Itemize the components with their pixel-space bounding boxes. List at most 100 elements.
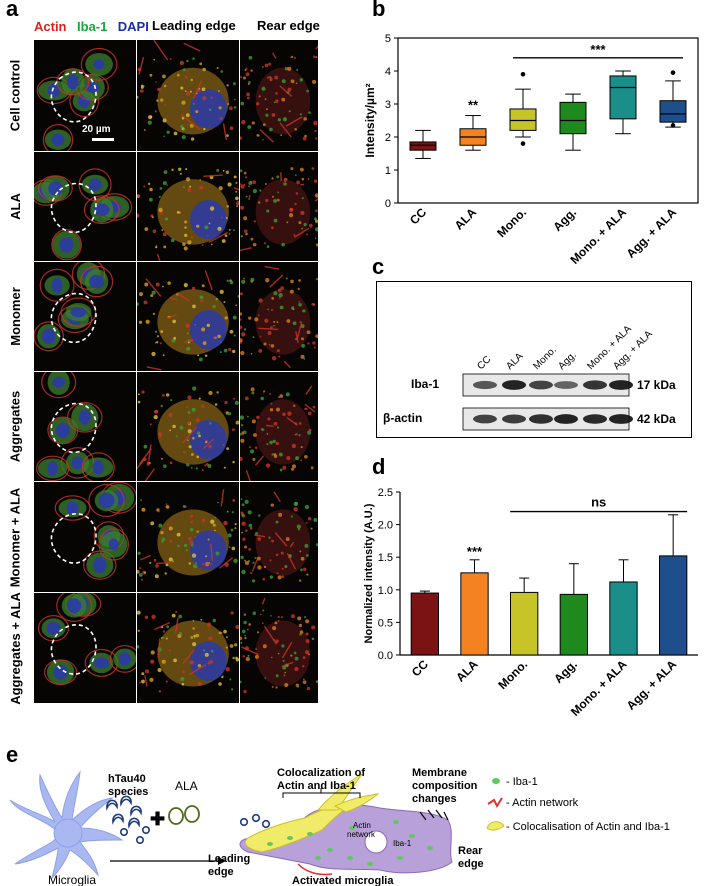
speckle <box>154 574 159 579</box>
speckle <box>258 95 261 98</box>
speckle <box>183 246 188 251</box>
speckle <box>160 531 164 535</box>
speckle <box>263 242 267 245</box>
micrograph-rear-edge <box>240 372 318 481</box>
speckle <box>302 656 306 660</box>
cell-outline-dashed <box>50 182 97 234</box>
panel-e-label: e <box>6 742 19 767</box>
speckle <box>160 540 164 543</box>
speckle <box>140 499 142 502</box>
rear-edge-line1: Rear <box>458 845 483 857</box>
speckle <box>308 223 313 228</box>
speckle <box>144 282 149 287</box>
speckle <box>195 418 200 423</box>
actin-outline <box>83 195 120 225</box>
speckle <box>201 469 204 472</box>
speckle <box>264 677 267 679</box>
nucleus <box>190 309 227 350</box>
row-label: Aggregates <box>7 390 23 463</box>
y-tick-label: 1.0 <box>378 585 393 597</box>
actin-outline <box>41 372 77 399</box>
speckle <box>258 298 263 303</box>
speckle <box>301 343 306 348</box>
speckle <box>154 110 157 113</box>
speckle <box>257 314 260 317</box>
blot-band <box>502 380 526 390</box>
speckle <box>255 648 258 651</box>
speckle <box>277 288 282 293</box>
speckle <box>307 177 310 180</box>
membrane-label-line2: composition <box>412 780 478 792</box>
actin-filament <box>296 321 303 341</box>
speckle <box>158 207 163 213</box>
actin-filament <box>305 385 313 395</box>
speckle <box>261 65 264 68</box>
actin-filament <box>154 621 171 631</box>
speckle <box>161 659 166 664</box>
speckle <box>180 676 185 682</box>
ala-label: ALA <box>175 779 198 793</box>
speckle <box>250 237 254 241</box>
speckle <box>190 520 193 524</box>
speckle <box>137 569 140 574</box>
nucleus <box>67 74 79 90</box>
speckle <box>275 92 278 95</box>
speckle <box>151 216 154 219</box>
actin-outline <box>88 483 125 518</box>
speckle <box>191 407 196 412</box>
speckle <box>165 505 170 509</box>
speckle <box>276 321 279 324</box>
speckle <box>154 330 158 333</box>
speckle <box>195 467 198 470</box>
speckle <box>204 652 209 657</box>
speckle <box>315 56 318 59</box>
speckle <box>292 321 297 326</box>
speckle <box>168 526 173 531</box>
speckle <box>171 338 176 343</box>
speckle <box>237 294 239 298</box>
speckle <box>166 184 168 186</box>
actin-filament <box>261 597 266 605</box>
speckle <box>276 572 279 575</box>
actin-filament <box>233 187 239 191</box>
actin-outline <box>98 528 129 561</box>
speckle <box>285 392 290 397</box>
speckle <box>275 674 279 678</box>
nucleus <box>52 376 66 388</box>
x-tick-label: ALA <box>452 205 480 233</box>
legend-coloc: - Colocalisation of Actin and Iba-1 <box>506 821 670 833</box>
nucleus <box>70 307 87 318</box>
speckle <box>181 100 186 105</box>
speckle <box>192 436 195 440</box>
speckle <box>164 217 169 221</box>
speckle <box>279 468 283 472</box>
speckle <box>160 404 163 408</box>
speckle <box>240 312 243 316</box>
tau-monomer <box>251 813 261 823</box>
speckle <box>275 553 279 557</box>
speckle <box>223 629 227 634</box>
speckle <box>277 619 280 622</box>
speckle <box>293 651 297 655</box>
speckle <box>295 433 298 436</box>
speckle <box>294 666 299 672</box>
speckle <box>210 519 215 524</box>
speckle <box>205 555 208 558</box>
row-label: Monomer <box>7 287 23 346</box>
speckle <box>266 209 270 213</box>
significance-label: ** <box>468 98 479 113</box>
speckle <box>190 466 193 469</box>
row-label: Monomer + ALA <box>7 487 23 587</box>
speckle <box>268 536 271 539</box>
speckle <box>252 336 255 339</box>
speckle <box>294 656 299 661</box>
speckle <box>138 572 143 577</box>
speckle <box>278 512 283 517</box>
tau-aggregate <box>128 817 140 829</box>
speckle <box>252 457 256 461</box>
speckle <box>263 565 267 569</box>
speckle <box>275 441 279 446</box>
speckle <box>257 537 262 541</box>
speckle <box>240 498 243 501</box>
micrograph-overview <box>34 262 136 371</box>
